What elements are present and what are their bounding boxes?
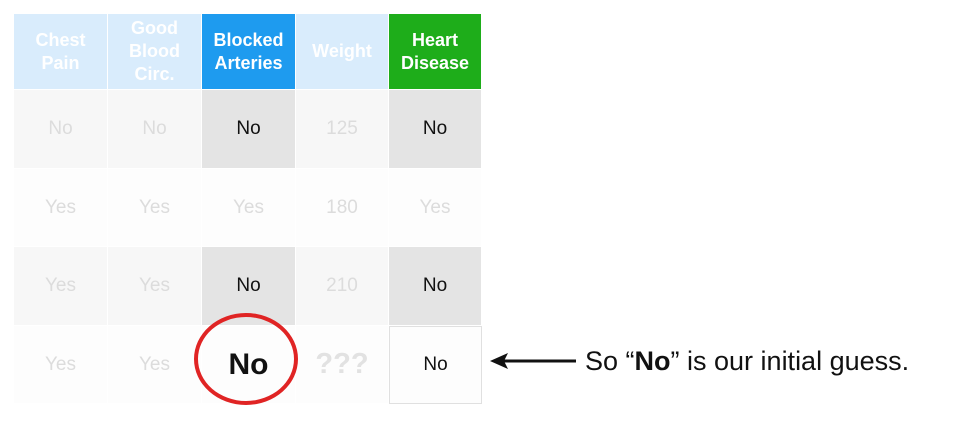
cell-r3-heart-disease: No xyxy=(389,247,482,326)
cell-r2-good-blood-circ: Yes xyxy=(108,169,202,247)
cell-r4-blocked-arteries: No xyxy=(202,326,296,404)
cell-r2-blocked-arteries: Yes xyxy=(202,169,296,247)
header-good-blood-circ: Good Blood Circ. xyxy=(108,14,202,90)
cell-r1-heart-disease: No xyxy=(389,90,482,169)
cell-r3-blocked-arteries: No xyxy=(202,247,296,326)
caption-bold: No xyxy=(634,346,671,376)
header-chest-pain: Chest Pain xyxy=(14,14,108,90)
cell-r1-chest-pain: No xyxy=(14,90,108,169)
caption-suffix: ” is our initial guess. xyxy=(670,346,910,376)
cell-r4-heart-disease: No xyxy=(389,326,482,404)
cell-r3-weight: 210 xyxy=(296,247,389,326)
cell-r4-weight-missing: ??? xyxy=(296,326,389,404)
caption-text: So “No” is our initial guess. xyxy=(585,346,909,377)
cell-r1-good-blood-circ: No xyxy=(108,90,202,169)
header-blocked-arteries: Blocked Arteries xyxy=(202,14,296,90)
header-heart-disease: Heart Disease xyxy=(389,14,482,90)
caption-prefix: So “ xyxy=(585,346,635,376)
cell-r3-chest-pain: Yes xyxy=(14,247,108,326)
cell-r2-chest-pain: Yes xyxy=(14,169,108,247)
header-weight: Weight xyxy=(296,14,389,90)
data-table: Chest Pain Good Blood Circ. Blocked Arte… xyxy=(14,14,482,404)
cell-r1-blocked-arteries: No xyxy=(202,90,296,169)
cell-r1-weight: 125 xyxy=(296,90,389,169)
left-arrow-icon xyxy=(490,353,576,369)
cell-r2-weight: 180 xyxy=(296,169,389,247)
cell-r2-heart-disease: Yes xyxy=(389,169,482,247)
cell-r4-chest-pain: Yes xyxy=(14,326,108,404)
cell-r3-good-blood-circ: Yes xyxy=(108,247,202,326)
cell-r4-good-blood-circ: Yes xyxy=(108,326,202,404)
